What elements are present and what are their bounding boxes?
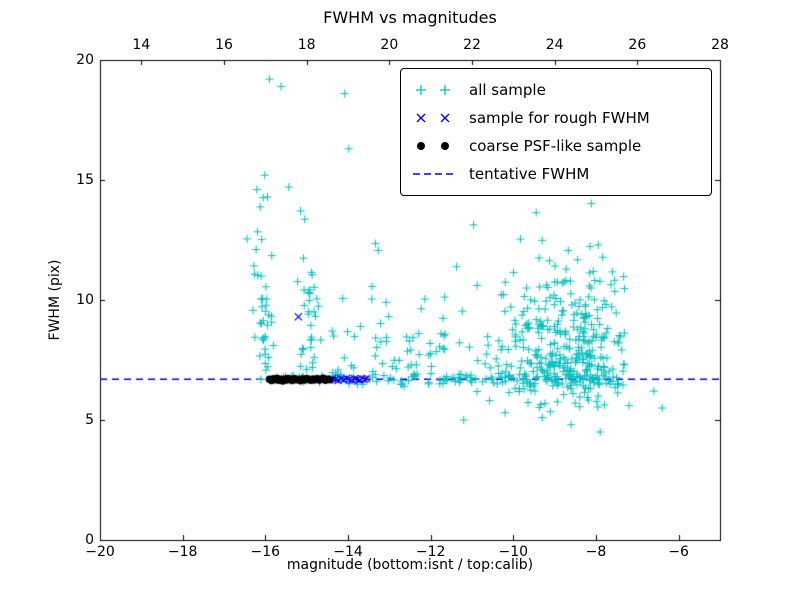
tick-label: 15 xyxy=(76,172,94,188)
tick-label: 20 xyxy=(76,52,94,68)
tick-label: −20 xyxy=(85,544,115,560)
x-marker-icon xyxy=(411,110,459,126)
chart-title: FWHM vs magnitudes xyxy=(323,8,497,27)
tick-label: 16 xyxy=(215,37,233,53)
tick-label: −10 xyxy=(498,544,529,560)
tick-label: 5 xyxy=(85,412,94,428)
legend-item: all sample xyxy=(411,76,701,104)
tick-label: 26 xyxy=(628,37,647,53)
tick-label: 10 xyxy=(76,292,94,308)
tick-label: 22 xyxy=(463,37,481,53)
dashed-line-marker-icon xyxy=(411,166,459,182)
tick-label: 20 xyxy=(380,37,399,53)
plus-marker-icon xyxy=(411,82,459,98)
tick-label: −8 xyxy=(585,544,607,560)
tick-label: −14 xyxy=(333,544,363,560)
legend-label: sample for rough FWHM xyxy=(469,109,650,127)
tick-label: 24 xyxy=(545,37,564,53)
tick-label: 28 xyxy=(711,37,729,53)
legend: all sample sample for rough FWHM coarse PS… xyxy=(400,68,712,196)
tick-label: −18 xyxy=(167,544,198,560)
tick-label: 18 xyxy=(297,37,316,53)
tick-label: −16 xyxy=(250,544,281,560)
tick-label: −12 xyxy=(415,544,446,560)
legend-label: coarse PSF-like sample xyxy=(469,137,642,155)
tick-label: −6 xyxy=(668,544,689,560)
legend-item: coarse PSF-like sample xyxy=(411,132,701,160)
legend-label: all sample xyxy=(469,81,546,99)
legend-item: tentative FWHM xyxy=(411,160,701,188)
legend-label: tentative FWHM xyxy=(469,165,590,183)
tick-label: 14 xyxy=(132,37,151,53)
tick-label: 0 xyxy=(85,532,94,548)
dot-marker-icon xyxy=(411,138,459,154)
x-axis-label: magnitude (bottom:isnt / top:calib) xyxy=(286,557,534,573)
legend-item: sample for rough FWHM xyxy=(411,104,701,132)
